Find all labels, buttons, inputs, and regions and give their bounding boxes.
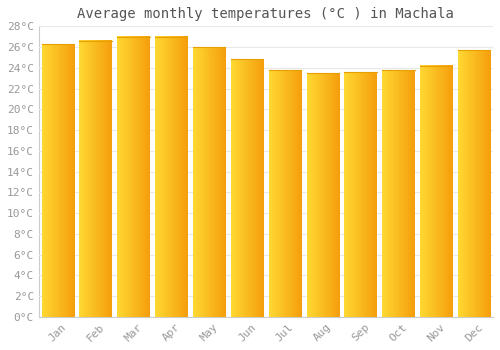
Title: Average monthly temperatures (°C ) in Machala: Average monthly temperatures (°C ) in Ma… — [78, 7, 454, 21]
